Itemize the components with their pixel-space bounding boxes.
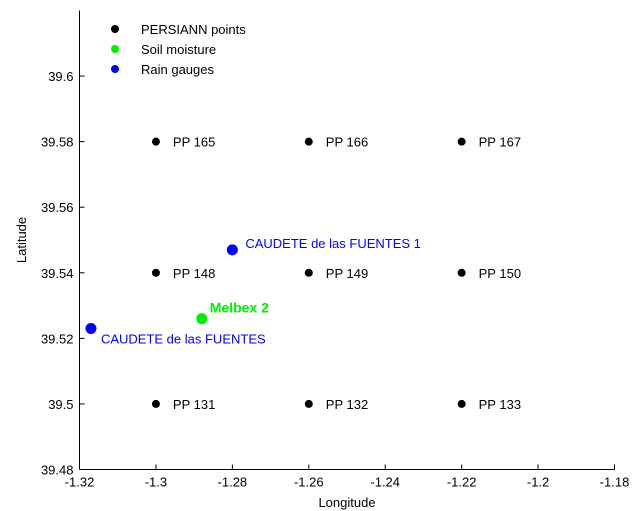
y-tick-label: 39.54	[41, 266, 74, 281]
legend: PERSIANN points Soil moisture Rain gauges	[111, 22, 246, 77]
y-tick-label: 39.6	[48, 69, 73, 84]
data-point	[304, 137, 313, 146]
x-tick-label: -1.24	[370, 475, 400, 490]
x-tick-label: -1.22	[447, 475, 477, 490]
data-marks: PP 165 PP 166 PP 167 PP 148 PP 149 PP 150 PP 1…	[85, 135, 521, 412]
y-tick-label: 39.48	[41, 463, 74, 478]
x-tick-label: -1.28	[218, 475, 248, 490]
legend-label: Rain gauges	[141, 62, 214, 77]
plot-area	[79, 10, 615, 470]
data-point	[151, 268, 160, 277]
legend-label: Soil moisture	[141, 42, 216, 57]
point-label: PP 167	[479, 135, 521, 150]
data-point	[151, 399, 160, 408]
point-label: PP 149	[326, 266, 368, 281]
data-point	[304, 268, 313, 277]
point-label: PP 132	[326, 397, 368, 412]
x-tick-label: -1.32	[65, 475, 95, 490]
y-tick-label: 39.58	[41, 135, 74, 150]
x-tick-label: -1.18	[600, 475, 630, 490]
point-label: PP 150	[479, 266, 521, 281]
legend-marker	[111, 65, 119, 73]
data-point	[196, 313, 208, 325]
x-tick-label: -1.2	[527, 475, 549, 490]
data-point	[226, 244, 238, 256]
data-point	[457, 268, 466, 277]
point-label: CAUDETE de las FUENTES	[101, 332, 266, 347]
point-label: PP 166	[326, 135, 368, 150]
legend-label: PERSIANN points	[141, 22, 246, 37]
x-tick-label: -1.26	[294, 475, 324, 490]
point-label: Melbex 2	[210, 300, 269, 316]
x-axis-label: Longitude	[318, 495, 375, 510]
data-point	[85, 323, 97, 335]
point-label: PP 131	[173, 397, 215, 412]
legend-marker	[111, 25, 119, 33]
y-tick-label: 39.5	[48, 397, 73, 412]
data-point	[457, 399, 466, 408]
y-tick-label: 39.56	[41, 200, 74, 215]
point-label: CAUDETE de las FUENTES 1	[245, 236, 421, 251]
point-label: PP 165	[173, 135, 215, 150]
data-point	[304, 399, 313, 408]
data-point	[151, 137, 160, 146]
point-label: PP 148	[173, 266, 215, 281]
tick-layer: -1.32 -1.3 -1.28 -1.26 -1.24 -1.22 -1.2 -1.18 39…	[41, 69, 629, 489]
legend-marker	[111, 45, 119, 53]
data-point	[457, 137, 466, 146]
y-axis-label: Latitude	[14, 217, 29, 263]
point-label: PP 133	[479, 397, 521, 412]
y-tick-label: 39.52	[41, 331, 74, 346]
x-tick-label: -1.3	[145, 475, 167, 490]
